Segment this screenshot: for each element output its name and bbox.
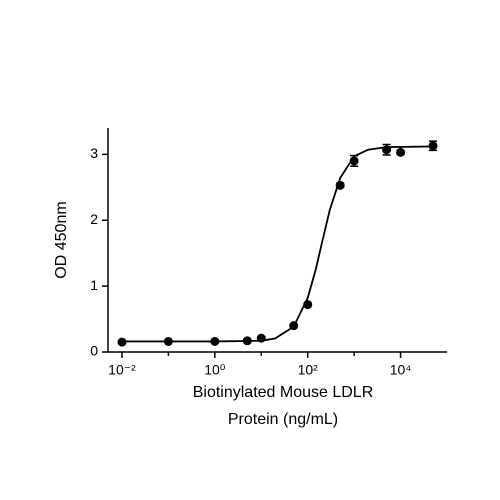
data-point xyxy=(335,180,345,190)
x-tick-label: 10⁴ xyxy=(390,362,412,378)
data-point xyxy=(349,156,359,166)
data-point xyxy=(289,321,299,331)
data-point xyxy=(396,147,406,157)
y-tick-label: 0 xyxy=(90,343,98,359)
x-tick-label: 10⁻² xyxy=(108,362,136,378)
x-axis-label: Protein (ng/mL) xyxy=(228,411,338,428)
data-point xyxy=(303,300,313,310)
data-point xyxy=(163,336,173,346)
data-point xyxy=(242,336,252,346)
data-point xyxy=(382,145,392,155)
data-point xyxy=(210,336,220,346)
data-point xyxy=(256,333,266,343)
x-tick-label: 10⁰ xyxy=(204,362,226,378)
x-tick-label: 10² xyxy=(298,362,319,378)
y-tick-label: 2 xyxy=(90,211,98,227)
y-tick-label: 1 xyxy=(90,277,98,293)
fit-curve xyxy=(121,145,434,343)
data-point xyxy=(117,337,127,347)
x-axis-label: Biotinylated Mouse LDLR xyxy=(193,384,374,401)
y-tick-label: 3 xyxy=(90,145,98,161)
data-point xyxy=(428,141,438,151)
y-axis-label: OD 450nm xyxy=(53,201,70,278)
